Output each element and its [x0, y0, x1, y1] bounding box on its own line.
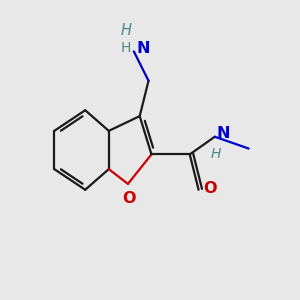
Text: O: O	[123, 191, 136, 206]
Text: H: H	[211, 147, 221, 161]
Text: O: O	[203, 181, 217, 196]
Text: H: H	[121, 41, 131, 56]
Text: N: N	[216, 126, 230, 141]
Text: N: N	[137, 41, 150, 56]
Text: H: H	[121, 23, 132, 38]
